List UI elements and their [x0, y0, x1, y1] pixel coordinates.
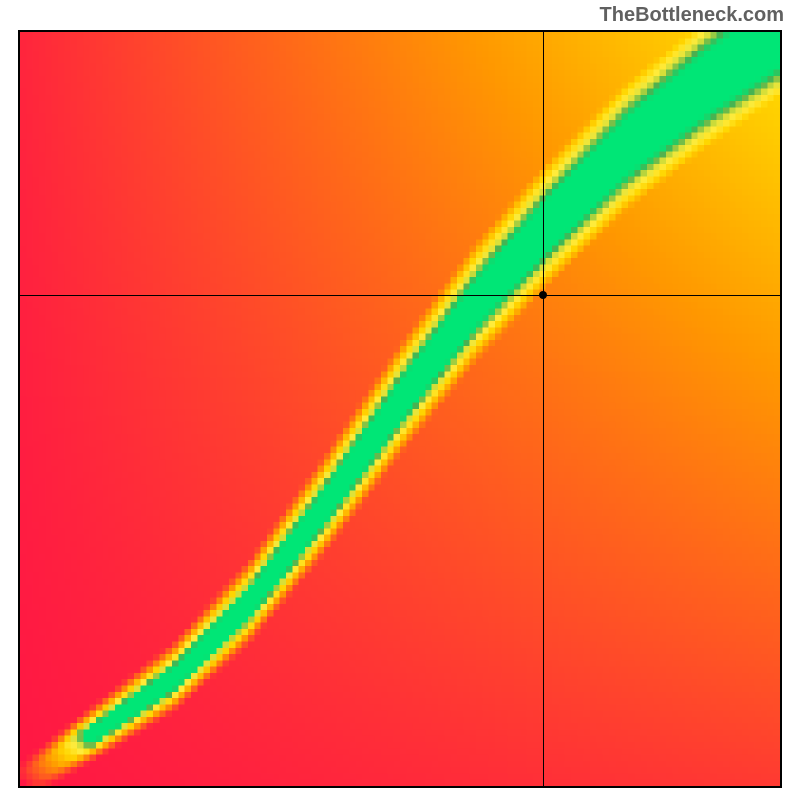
heatmap-canvas — [20, 32, 780, 786]
crosshair-vertical — [543, 32, 544, 786]
marker-dot — [539, 291, 547, 299]
crosshair-horizontal — [20, 295, 780, 296]
heatmap-plot — [18, 30, 782, 788]
watermark-text: TheBottleneck.com — [600, 4, 784, 27]
